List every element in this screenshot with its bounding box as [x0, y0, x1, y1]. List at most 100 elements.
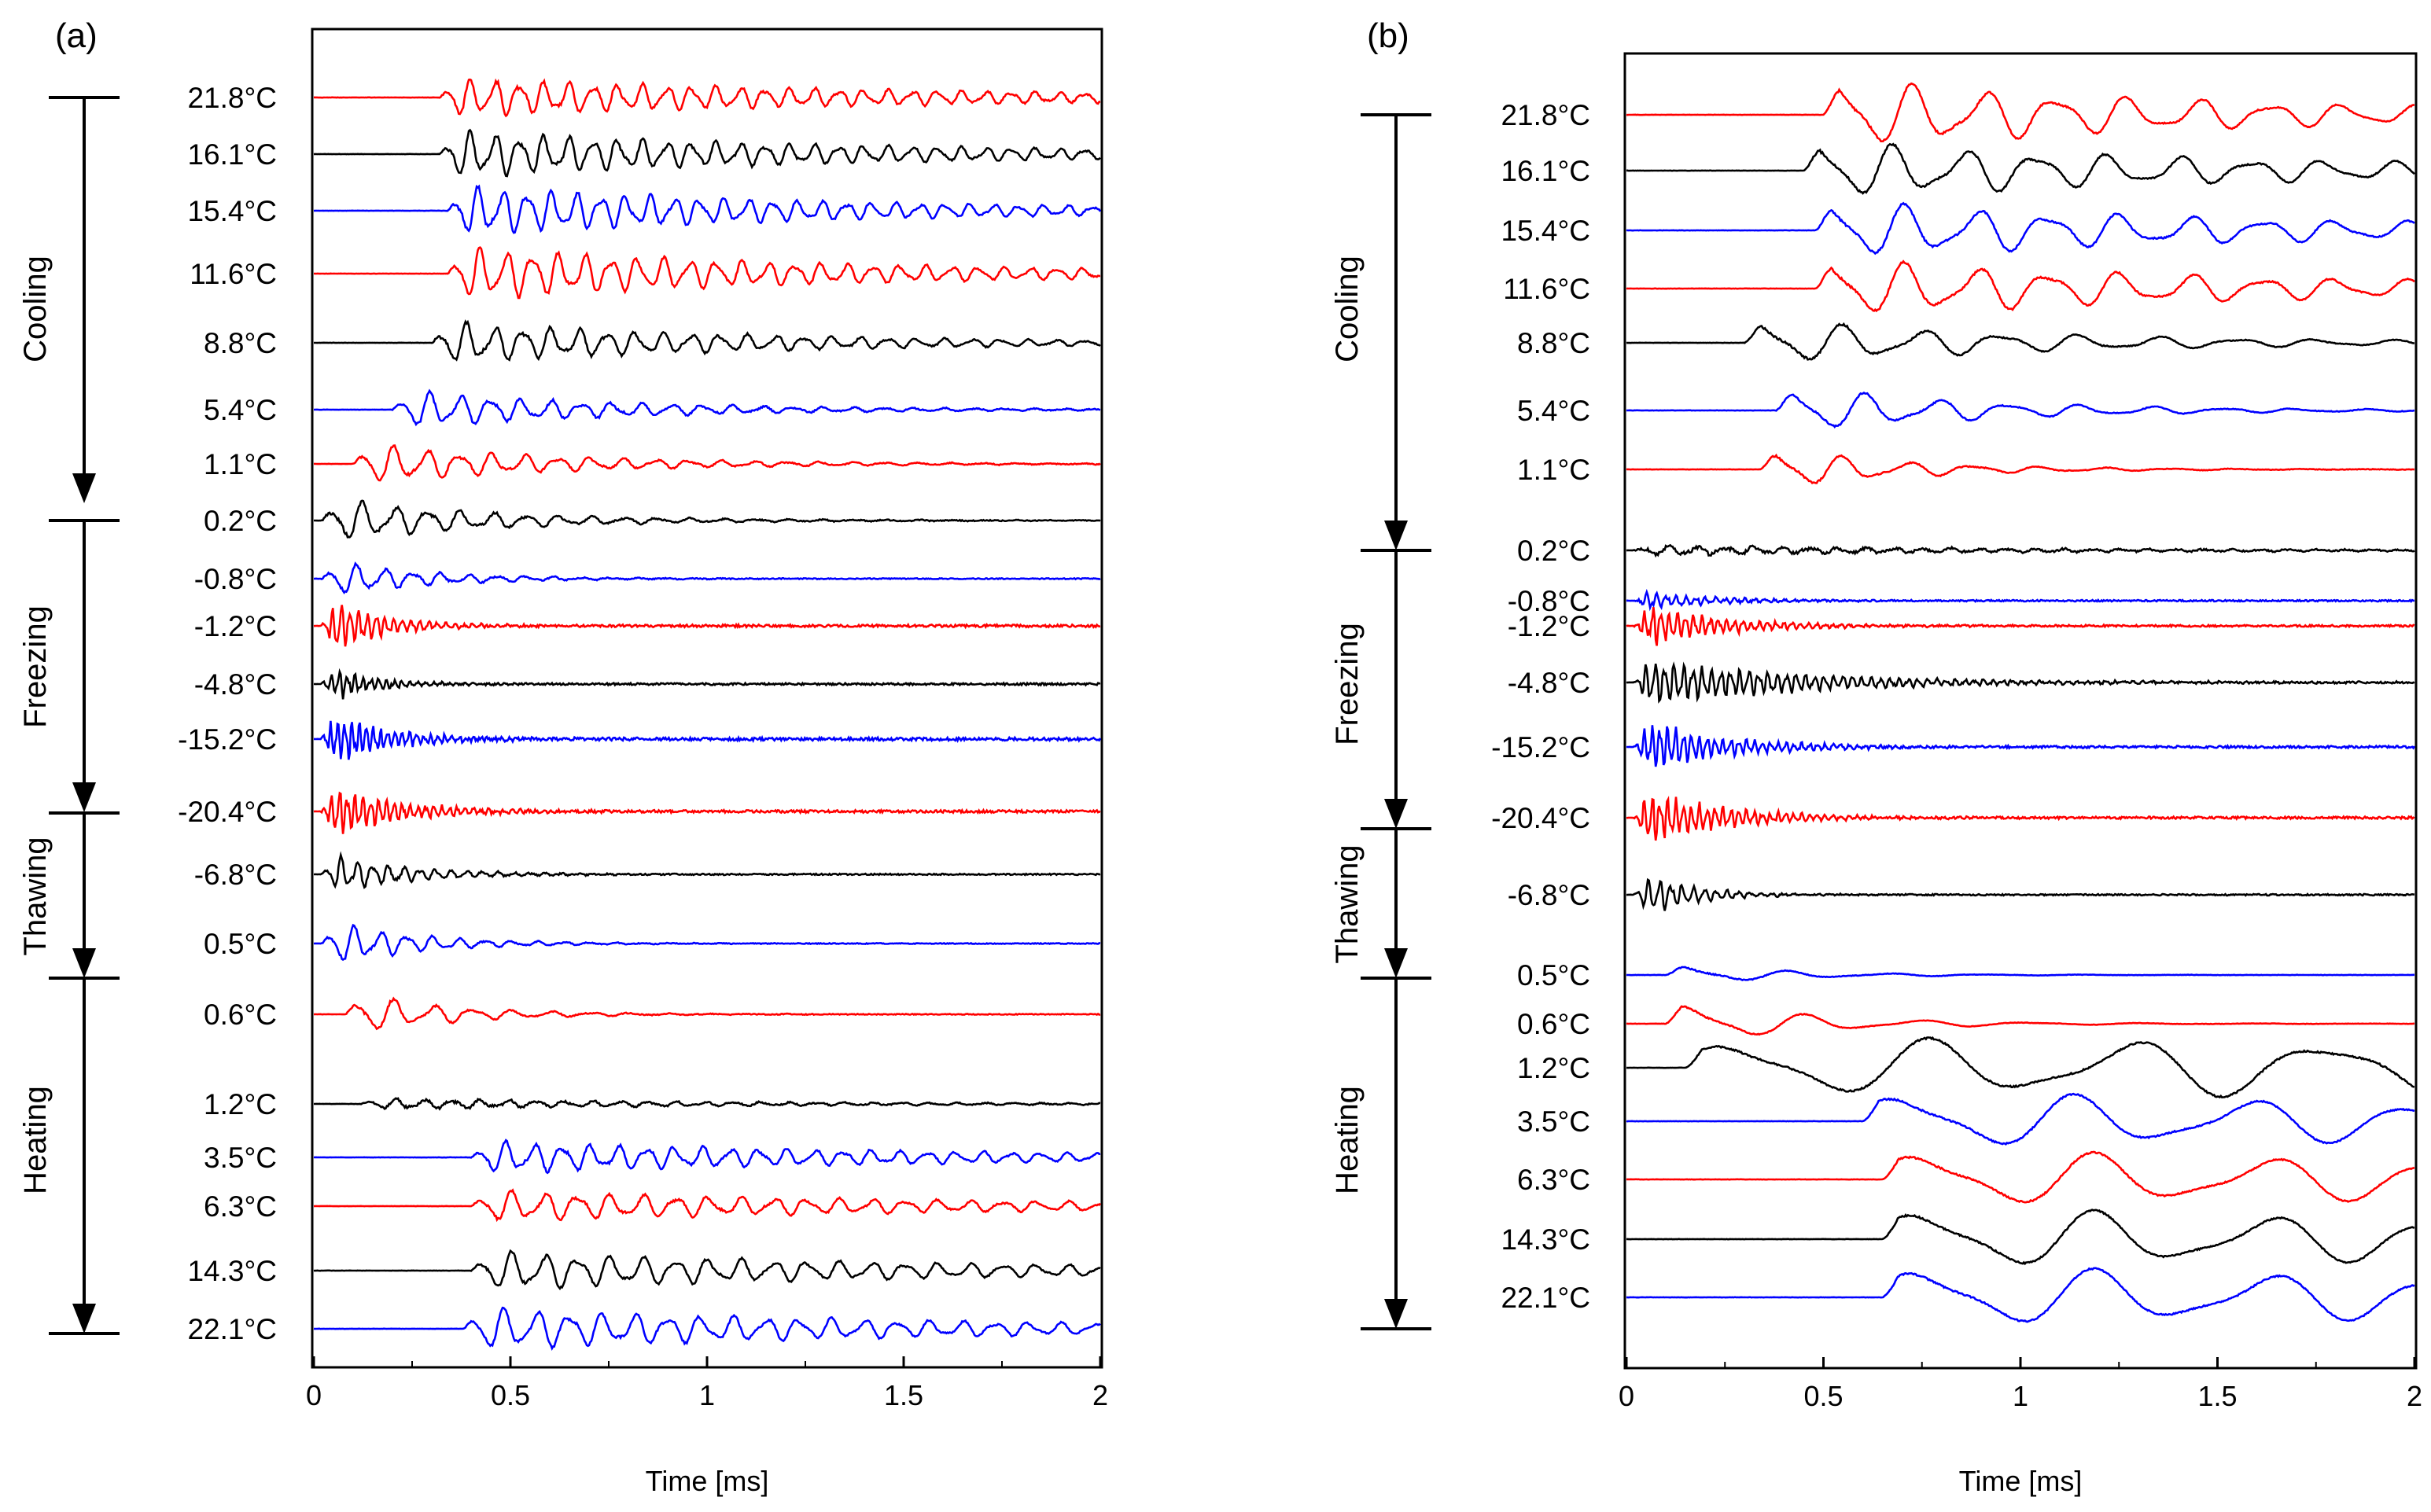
panel-a-trace-label: -1.2°C	[194, 610, 277, 642]
panel-a-trace-label: -20.4°C	[178, 796, 277, 828]
panel-b-trace--1p2	[1626, 607, 2415, 646]
panel-a-trace-1p1	[313, 444, 1101, 482]
panel-a-trace--20p4	[313, 791, 1101, 834]
panel-b-trace-label: 1.2°C	[1517, 1052, 1590, 1084]
panel-b-trace-label: 0.6°C	[1517, 1008, 1590, 1040]
panel-a-xaxis-title: Time [ms]	[646, 1465, 769, 1497]
panel-a-trace--1p2	[313, 605, 1101, 647]
panel-b-trace--0p8	[1626, 588, 2415, 612]
panel-b-xaxis-title: Time [ms]	[1959, 1465, 2083, 1497]
panel-b-phase-freezing: Freezing	[1330, 623, 1365, 745]
panel-b-trace-16p1	[1626, 142, 2415, 195]
panel-b-trace-6p3	[1626, 1150, 2415, 1204]
panel-b-frame	[1623, 52, 2418, 1370]
panel-b-x-ticks: 0 0.5 1 1.5 2	[1619, 1357, 2422, 1412]
panel-a-trace-label: 3.5°C	[204, 1142, 277, 1174]
panel-b-trace-3p5	[1626, 1092, 2415, 1146]
panel-a-phase-arrows	[49, 96, 120, 1335]
panel-a-trace-label: 1.1°C	[204, 448, 277, 480]
panel-b-trace-label: -4.8°C	[1508, 667, 1590, 699]
panel-a-trace-6p3	[313, 1188, 1102, 1223]
panel-b-trace-1p2	[1626, 1036, 2414, 1099]
panel-b-trace-5p4	[1626, 392, 2415, 429]
panel-b-trace--15p2	[1626, 725, 2416, 767]
panel-b-phase-arrows	[1361, 113, 1431, 1330]
panel-a-trace-label: 0.2°C	[204, 505, 277, 537]
panel-a-label: (a)	[55, 17, 98, 55]
panel-a-trace-label: 21.8°C	[187, 82, 277, 114]
panel-b-trace-label: 3.5°C	[1517, 1105, 1590, 1138]
panel-a-trace-label: 6.3°C	[204, 1190, 277, 1223]
panel-a-trace-label: -6.8°C	[194, 859, 277, 891]
panel-b-trace--6p8	[1626, 877, 2414, 911]
panel-b-trace-8p8	[1626, 322, 2415, 361]
panel-b-trace-label: 15.4°C	[1501, 215, 1590, 247]
panel-b-trace-0p6	[1626, 1005, 2415, 1036]
panel-a-trace-label: 0.6°C	[204, 999, 277, 1031]
panel-a-trace-3p5	[313, 1139, 1101, 1175]
panel-b-trace-label: -1.2°C	[1508, 610, 1590, 642]
panel-a-trace-label: -4.8°C	[194, 668, 277, 701]
panel-a-x-tick-label: 0.5	[491, 1379, 530, 1411]
panel-a-phase-freezing: Freezing	[18, 605, 53, 728]
panel-a-trace-1p2	[314, 1097, 1101, 1111]
panel-b-trace-label: -15.2°C	[1491, 731, 1590, 763]
panel-a-trace-label: 8.8°C	[204, 327, 277, 359]
panel-a-trace--15p2	[314, 720, 1102, 760]
panel-a-trace-15p4	[313, 184, 1102, 234]
panel-b-trace-label: 0.2°C	[1517, 535, 1590, 567]
panel-b-trace-label: 16.1°C	[1501, 155, 1590, 187]
panel-b-x-tick-label: 1.5	[2197, 1380, 2237, 1412]
panel-b-trace-label: -6.8°C	[1508, 879, 1590, 911]
panel-a-trace-label: 16.1°C	[187, 138, 277, 171]
panel-a-trace-label: 0.5°C	[204, 928, 277, 960]
panel-b-trace-label: 6.3°C	[1517, 1164, 1590, 1196]
panel-b-trace-21p8	[1626, 82, 2415, 142]
panel-b-phase-thawing: Thawing	[1330, 844, 1365, 963]
panel-b-trace-14p3	[1626, 1208, 2415, 1266]
panel-a-trace-0p2	[314, 499, 1101, 539]
panel-a-trace-21p8	[313, 78, 1101, 118]
panel-b-trace-15p4	[1626, 201, 2415, 256]
panel-a-trace--6p8	[314, 851, 1101, 889]
panel-b-trace-label: 21.8°C	[1501, 99, 1590, 131]
panel-a-trace-0p6	[313, 996, 1101, 1031]
panel-a-trace-labels: 21.8°C 16.1°C 15.4°C 11.6°C 8.8°C 5.4°C 1.1°C 0…	[178, 82, 277, 1345]
panel-a-trace-label: 15.4°C	[187, 195, 277, 227]
panel-a: (a) 21.8°C 16.1°C 15.4°C 11.6°C 8.8°C 5.4°C 1.…	[18, 17, 1108, 1497]
panel-a-phase-thawing: Thawing	[18, 837, 53, 955]
panel-a-x-tick-label: 1.5	[884, 1379, 923, 1411]
panel-b-x-tick-label: 0	[1619, 1380, 1634, 1412]
panel-a-trace-14p3	[313, 1249, 1101, 1290]
panel-b-x-tick-label: 1	[2013, 1380, 2028, 1412]
panel-a-trace-0p5	[313, 923, 1101, 962]
panel-a-trace--4p8	[314, 668, 1101, 700]
panel-a-trace-label: 14.3°C	[187, 1255, 277, 1287]
panel-a-trace-label: 5.4°C	[204, 394, 277, 426]
panel-b-trace-label: 22.1°C	[1501, 1282, 1590, 1314]
panel-a-x-tick-label: 1	[699, 1379, 715, 1411]
panel-a-trace-8p8	[314, 319, 1101, 362]
panel-b-phase-heating: Heating	[1330, 1086, 1365, 1194]
panel-b-trace-label: 0.5°C	[1517, 959, 1590, 991]
panel-b-trace-labels: 21.8°C 16.1°C 15.4°C 11.6°C 8.8°C 5.4°C 1.1°C 0…	[1491, 99, 1590, 1314]
panel-b-trace-label: 14.3°C	[1501, 1223, 1590, 1256]
panel-a-trace-22p1	[313, 1306, 1101, 1352]
panel-a-phase-heating: Heating	[18, 1086, 53, 1194]
panel-a-trace-11p6	[314, 246, 1101, 300]
panel-a-trace-label: 11.6°C	[190, 258, 277, 290]
panel-b-trace--20p4	[1626, 796, 2415, 841]
panel-b-traces	[1626, 82, 2416, 1323]
panel-a-trace-5p4	[314, 388, 1101, 427]
panel-b-trace-11p6	[1626, 259, 2415, 313]
panel-b-trace-0p2	[1626, 543, 2415, 558]
panel-a-trace-label: 22.1°C	[187, 1313, 277, 1345]
panel-a-traces	[313, 78, 1102, 1352]
panel-b-x-tick-label: 2	[2407, 1380, 2422, 1412]
panel-a-x-tick-label: 2	[1092, 1379, 1108, 1411]
panel-b-trace-label: 1.1°C	[1517, 454, 1590, 486]
panel-a-trace-label: 1.2°C	[204, 1088, 277, 1120]
panel-b-trace-22p1	[1626, 1267, 2415, 1323]
panel-b-trace-label: 11.6°C	[1503, 273, 1590, 305]
